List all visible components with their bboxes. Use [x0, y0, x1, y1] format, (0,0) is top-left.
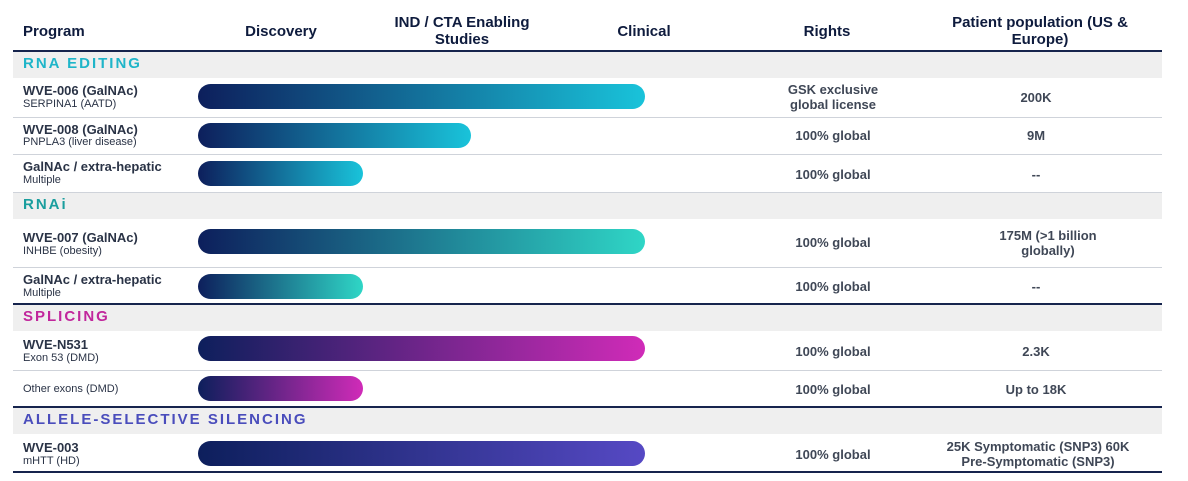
header-rule: [13, 50, 1162, 52]
row-divider: [13, 154, 1162, 155]
row-divider: [13, 192, 1162, 193]
program-name: WVE-006 (GalNAc): [23, 83, 138, 98]
pipeline-row: WVE-006 (GalNAc) SERPINA1 (AATD) GSK exc…: [13, 78, 1162, 117]
pipeline-row: WVE-008 (GalNAc) PNPLA3 (liver disease) …: [13, 118, 1162, 154]
row-divider: [13, 267, 1162, 268]
population-value: 175M (>1 billion globally): [999, 228, 1097, 258]
pipeline-row: Other exons (DMD) 100% global Up to 18K: [13, 371, 1162, 405]
program-name: GalNAc / extra-hepatic: [23, 272, 162, 287]
header-rights: Rights: [803, 23, 851, 40]
progress-bar: [198, 161, 363, 186]
program-target: SERPINA1 (AATD): [23, 98, 117, 110]
section-title: RNAi: [23, 196, 68, 213]
section-rna-editing: RNA EDITING: [13, 52, 1162, 78]
rights-value: 100% global: [795, 344, 871, 359]
bottom-rule: [13, 471, 1162, 473]
population-value: --: [1031, 279, 1041, 294]
rights-value: 100% global: [795, 382, 871, 397]
rights-value: 100% global: [795, 167, 871, 182]
progress-bar: [198, 229, 645, 254]
population-value: 2.3K: [1022, 344, 1050, 359]
program-name: WVE-007 (GalNAc): [23, 230, 138, 245]
pipeline-row: WVE-003 mHTT (HD) 100% global 25K Sympto…: [13, 434, 1162, 471]
program-target: INHBE (obesity): [23, 245, 102, 257]
section-title: RNA EDITING: [23, 55, 142, 72]
header-discovery: Discovery: [245, 23, 317, 40]
pipeline-row: GalNAc / extra-hepatic Multiple 100% glo…: [13, 155, 1162, 191]
rights-value: 100% global: [795, 128, 871, 143]
population-value: 200K: [1020, 90, 1052, 105]
program-name: WVE-N531: [23, 337, 89, 352]
population-value: Up to 18K: [1005, 382, 1067, 397]
row-divider: [13, 117, 1162, 118]
rights-value: 100% global: [795, 235, 871, 250]
program-name: WVE-008 (GalNAc): [23, 122, 138, 137]
rights-value: 100% global: [795, 279, 871, 294]
row-divider: [13, 370, 1162, 371]
program-name: GalNAc / extra-hepatic: [23, 159, 162, 174]
progress-bar: [198, 441, 645, 466]
program-target: Multiple: [23, 287, 61, 299]
program-target: Exon 53 (DMD): [23, 352, 99, 364]
section-rule: [13, 303, 1162, 305]
progress-bar: [198, 123, 471, 148]
progress-bar: [198, 376, 363, 401]
header-clinical: Clinical: [617, 23, 671, 40]
header-program: Program: [23, 23, 85, 40]
header-population: Patient population (US & Europe): [952, 14, 1128, 48]
program-name: WVE-003: [23, 440, 79, 455]
rights-value: 100% global: [795, 447, 871, 462]
section-title: SPLICING: [23, 308, 110, 325]
rights-value: GSK exclusive global license: [787, 82, 879, 112]
progress-bar: [198, 274, 363, 299]
population-value: --: [1031, 167, 1041, 182]
progress-bar: [198, 84, 645, 109]
section-title: ALLELE-SELECTIVE SILENCING: [23, 411, 308, 428]
pipeline-row: WVE-007 (GalNAc) INHBE (obesity) 100% gl…: [13, 219, 1162, 266]
section-allele-selective-silencing: ALLELE-SELECTIVE SILENCING: [13, 408, 1162, 434]
progress-bar: [198, 336, 645, 361]
population-value: 9M: [1026, 128, 1046, 143]
section-splicing: SPLICING: [13, 305, 1162, 331]
header-ind: IND / CTA Enabling Studies: [394, 14, 530, 48]
pipeline-row: GalNAc / extra-hepatic Multiple 100% glo…: [13, 268, 1162, 303]
program-target: Other exons (DMD): [23, 383, 119, 395]
program-target: Multiple: [23, 174, 61, 186]
section-rule: [13, 406, 1162, 408]
population-value: 25K Symptomatic (SNP3) 60K Pre-Symptomat…: [946, 439, 1130, 469]
section-rnai: RNAi: [13, 193, 1162, 219]
program-target: PNPLA3 (liver disease): [23, 136, 137, 148]
pipeline-row: WVE-N531 Exon 53 (DMD) 100% global 2.3K: [13, 331, 1162, 369]
program-target: mHTT (HD): [23, 455, 80, 467]
